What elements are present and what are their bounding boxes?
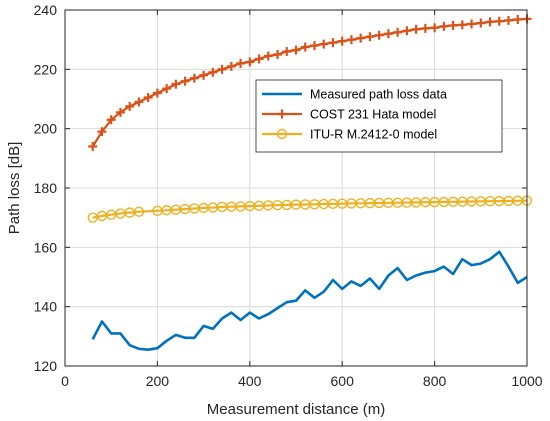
data-point <box>504 15 514 25</box>
data-point <box>273 50 283 59</box>
legend: Measured path loss data COST 231 Hata mod… <box>255 79 503 153</box>
y-tick-label: 160 <box>34 239 58 255</box>
y-tick-labels: 120 140 160 180 200 220 240 <box>34 2 58 374</box>
data-point <box>97 127 107 137</box>
data-point <box>125 101 135 111</box>
y-tick-label: 180 <box>34 180 58 196</box>
data-point <box>476 18 486 28</box>
data-point <box>393 27 403 37</box>
data-point <box>133 206 145 217</box>
data-point <box>115 107 125 117</box>
data-point <box>467 19 477 29</box>
data-point <box>208 67 218 77</box>
x-tick-label: 600 <box>331 373 355 389</box>
data-point <box>282 47 292 57</box>
data-point <box>448 20 458 30</box>
data-point <box>245 57 255 67</box>
x-tick-label: 800 <box>423 373 447 389</box>
legend-entry: Measured path loss data <box>262 88 447 102</box>
legend-marker <box>277 109 287 119</box>
data-point <box>420 23 430 33</box>
legend-entry: COST 231 Hata model <box>262 108 436 122</box>
data-point <box>365 32 375 42</box>
data-point <box>494 16 504 26</box>
legend-label: COST 231 Hata model <box>310 108 436 122</box>
y-tick-label: 120 <box>34 358 58 374</box>
y-tick-label: 220 <box>34 61 58 77</box>
data-point <box>134 97 144 107</box>
series-1 <box>91 250 528 352</box>
data-point <box>226 61 236 71</box>
data-point <box>217 64 227 74</box>
data-point <box>356 33 366 43</box>
data-point <box>162 84 172 94</box>
data-point <box>180 76 190 86</box>
data-point <box>254 54 264 64</box>
legend-box <box>255 79 503 153</box>
data-point <box>337 36 347 46</box>
data-point <box>457 20 467 30</box>
x-tick-label: 200 <box>146 373 170 389</box>
series-line <box>92 199 528 219</box>
data-point <box>430 23 440 33</box>
series-3 <box>87 195 533 223</box>
data-point <box>346 35 356 45</box>
x-tick-label: 0 <box>61 373 69 389</box>
series-line <box>91 250 528 352</box>
y-tick-label: 240 <box>34 2 58 18</box>
y-axis-title: Path loss [dB] <box>6 142 23 235</box>
data-point <box>171 79 181 89</box>
series-2 <box>88 14 532 151</box>
data-point <box>374 30 384 40</box>
data-point <box>485 17 495 27</box>
legend-marker <box>276 128 288 140</box>
data-point <box>328 38 338 48</box>
data-point <box>319 39 329 49</box>
data-point <box>106 115 116 125</box>
series-layer <box>87 14 533 352</box>
y-tick-label: 200 <box>34 121 58 137</box>
data-point <box>402 26 412 36</box>
data-point <box>189 73 199 83</box>
data-point <box>383 29 393 39</box>
data-point <box>513 14 523 24</box>
data-point <box>143 93 153 103</box>
data-point <box>300 42 310 52</box>
legend-label: Measured path loss data <box>310 88 447 102</box>
data-point <box>152 88 162 98</box>
x-tick-labels: 0 200 400 600 800 1000 <box>61 373 543 389</box>
tick-marks <box>64 9 528 367</box>
x-axis-title: Measurement distance (m) <box>207 401 385 418</box>
data-point <box>439 21 449 31</box>
data-point <box>309 41 319 51</box>
data-point <box>263 51 273 61</box>
data-point <box>88 141 98 151</box>
x-tick-label: 400 <box>238 373 262 389</box>
x-tick-label: 1000 <box>511 373 542 389</box>
data-point <box>411 24 421 34</box>
data-point <box>236 58 246 68</box>
data-point <box>199 70 209 80</box>
data-point <box>291 45 301 55</box>
legend-entry: ITU-R M.2412-0 model <box>262 128 437 142</box>
legend-label: ITU-R M.2412-0 model <box>310 128 437 142</box>
y-tick-label: 140 <box>34 299 58 315</box>
